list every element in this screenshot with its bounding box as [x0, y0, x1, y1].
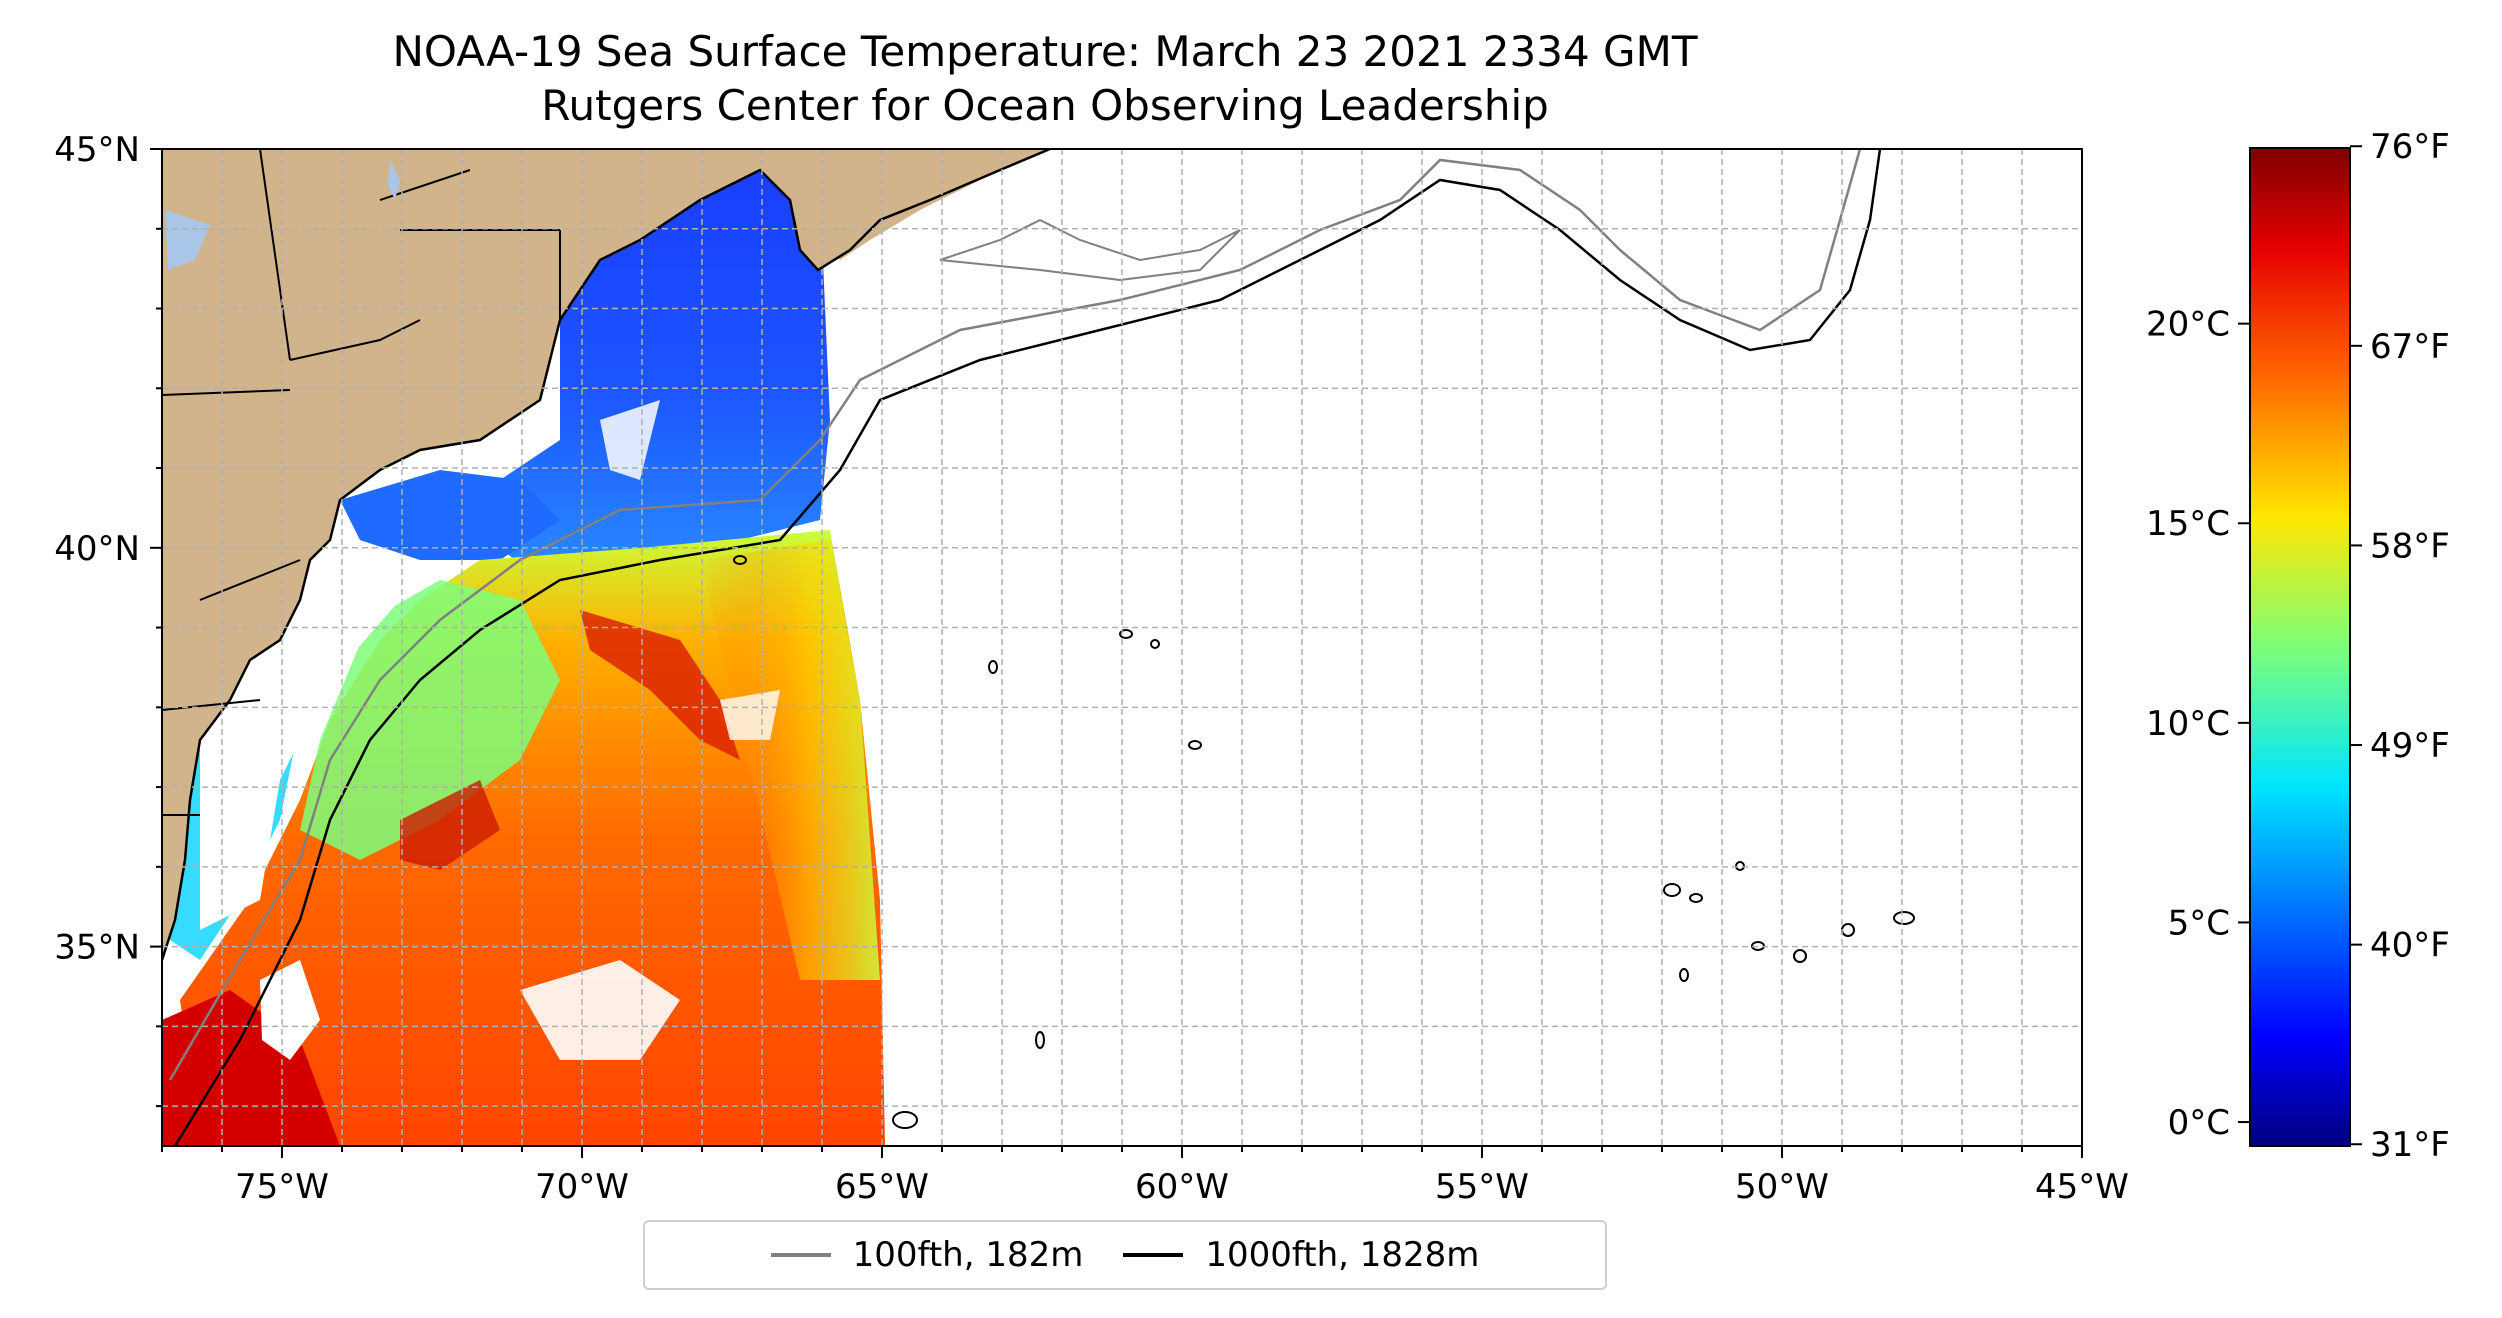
sst-cold-water	[470, 149, 830, 580]
colorbar-celsius-axis: 0°C 5°C 10°C 15°C 20°C	[2146, 305, 2250, 1143]
sst-cold-water-west	[340, 470, 560, 560]
colorbar-fahrenheit-label: 31°F	[2370, 1125, 2450, 1165]
legend-item-1000fth: 1000fth, 1828m	[1123, 1235, 1479, 1275]
colorbar-celsius-label: 10°C	[2146, 704, 2230, 744]
colorbar-celsius-label: 5°C	[2168, 903, 2230, 943]
colorbar-fahrenheit-label: 49°F	[2370, 726, 2450, 766]
legend-label-1000fth: 1000fth, 1828m	[1205, 1235, 1480, 1275]
sst-gulfstream-filament	[580, 610, 740, 760]
lake	[165, 160, 400, 270]
map-area	[162, 149, 2082, 1146]
cloud-gap	[720, 690, 780, 740]
x-tick-label: 70°W	[535, 1167, 629, 1207]
colorbar-fahrenheit-label: 58°F	[2370, 526, 2450, 566]
legend-label-100fth: 100fth, 182m	[852, 1235, 1084, 1275]
x-tick-label: 65°W	[835, 1167, 929, 1207]
sst-gulfstream-patch	[400, 780, 500, 870]
cloud-gap	[600, 400, 660, 480]
legend-swatch-1000fth	[1123, 1253, 1184, 1257]
coastline	[162, 149, 1051, 961]
y-tick-label: 35°N	[54, 928, 140, 968]
y-tick-label: 40°N	[54, 529, 140, 569]
isobath-1000fth	[173, 149, 1882, 1146]
map-title: NOAA-19 Sea Surface Temperature: March 2…	[392, 27, 1698, 76]
land-borders	[162, 149, 561, 816]
x-axis: 75°W 70°W 65°W 60°W 55°W 50°W 45°W	[161, 1146, 2129, 1207]
cloud-gap	[260, 960, 320, 1060]
y-axis: 45°N 40°N 35°N	[54, 130, 162, 1108]
legend-swatch-100fth	[770, 1253, 831, 1257]
colorbar-celsius-label: 20°C	[2146, 305, 2230, 345]
colorbar	[2249, 147, 2351, 1147]
isobath-100fth-bank	[939, 218, 1241, 282]
x-tick-label: 55°W	[1435, 1167, 1529, 1207]
land-mass	[162, 149, 1050, 960]
sst-shelf-cool	[300, 580, 560, 860]
nova-scotia-land	[820, 149, 1050, 260]
y-tick-label: 45°N	[54, 130, 140, 170]
legend: 100fth, 182m 1000fth, 1828m	[643, 1220, 1607, 1290]
legend-item-100fth: 100fth, 182m	[770, 1235, 1084, 1275]
colorbar-fahrenheit-axis: 31°F 40°F 49°F 58°F 67°F 76°F	[2350, 127, 2450, 1165]
colorbar-celsius-label: 0°C	[2168, 1103, 2230, 1143]
x-tick-label: 45°W	[2035, 1167, 2129, 1207]
map-gridlines	[162, 149, 2082, 1146]
x-tick-label: 50°W	[1735, 1167, 1829, 1207]
colorbar-celsius-label: 15°C	[2146, 504, 2230, 544]
sst-south-hot	[162, 990, 340, 1146]
isobath-100fth	[168, 149, 1862, 1081]
sst-east-edge	[700, 540, 880, 980]
x-tick-label: 60°W	[1135, 1167, 1229, 1207]
colorbar-fahrenheit-label: 76°F	[2370, 127, 2450, 167]
cloud-gap	[520, 960, 680, 1060]
colorbar-fahrenheit-label: 40°F	[2370, 926, 2450, 966]
colorbar-fahrenheit-label: 67°F	[2370, 327, 2450, 367]
x-tick-label: 75°W	[235, 1167, 329, 1207]
map-subtitle: Rutgers Center for Ocean Observing Leade…	[541, 81, 1549, 130]
